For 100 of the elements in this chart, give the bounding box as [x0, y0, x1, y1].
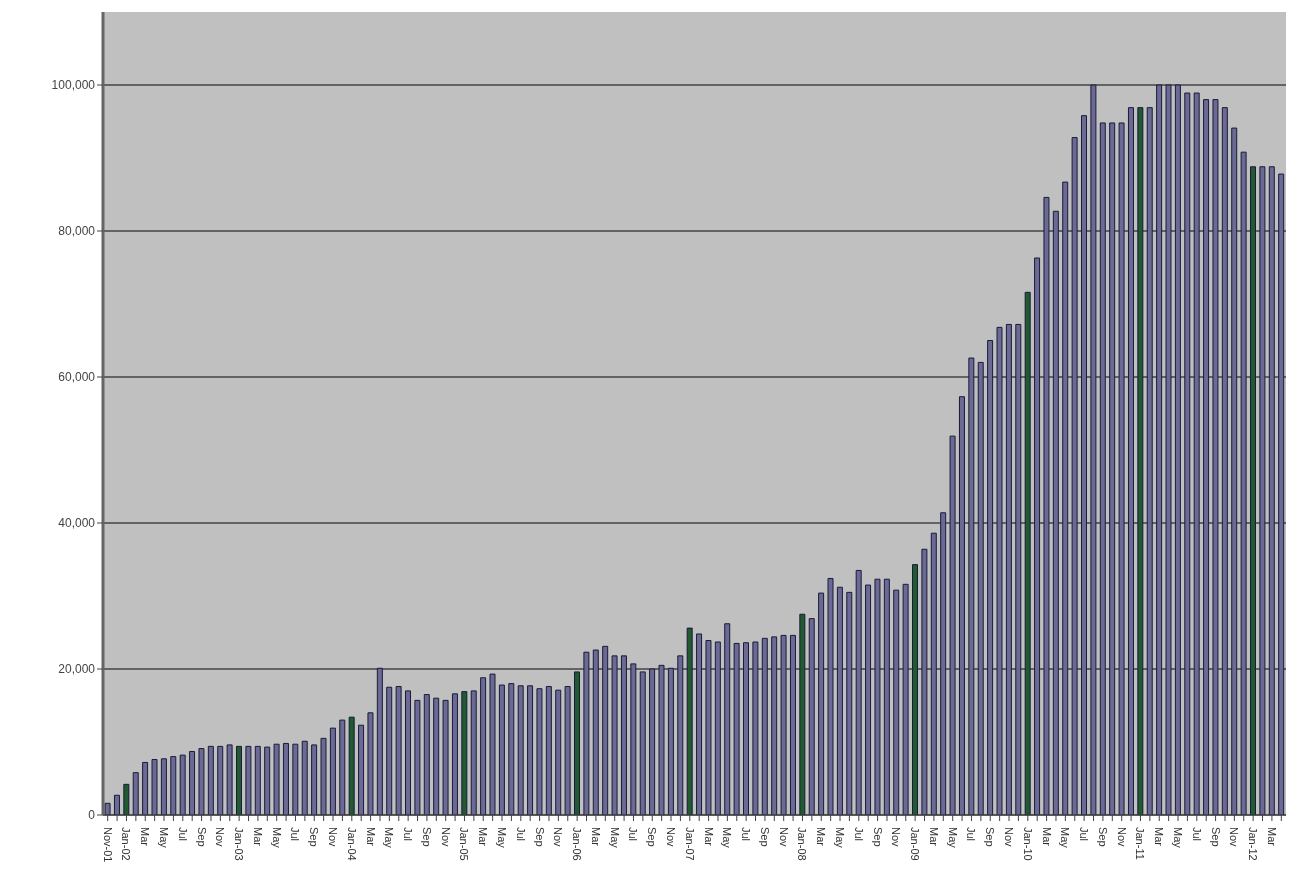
bar	[461, 691, 468, 815]
bar	[1231, 127, 1238, 815]
bar	[1259, 166, 1266, 815]
x-tick-label: Nov	[890, 827, 903, 848]
bar	[1015, 323, 1022, 815]
bar	[517, 685, 524, 815]
bar	[254, 745, 261, 815]
bar	[386, 686, 393, 815]
bar	[1071, 137, 1078, 815]
x-tick-label: Mar	[702, 827, 715, 847]
bar	[714, 641, 721, 815]
bar	[1099, 122, 1106, 815]
x-tick-label: Jul	[1190, 827, 1203, 842]
x-tick-label: Jan-07	[683, 827, 696, 861]
bar	[480, 677, 487, 815]
bar	[405, 690, 412, 815]
bar	[1184, 92, 1191, 815]
bar	[508, 683, 515, 815]
bar	[123, 783, 130, 815]
bar	[677, 655, 684, 815]
bar	[602, 645, 609, 815]
bar	[1090, 84, 1097, 815]
bar	[498, 684, 505, 815]
x-tick-label: Sep	[533, 827, 546, 847]
bar	[1043, 196, 1050, 815]
bar	[658, 664, 665, 815]
bar	[724, 623, 731, 815]
bar	[132, 772, 139, 815]
bar	[1221, 107, 1228, 815]
bar	[311, 744, 318, 815]
x-tick-label: Mar	[251, 827, 264, 847]
bar	[705, 640, 712, 815]
bar	[1118, 122, 1125, 815]
bar	[1278, 173, 1285, 815]
bar	[808, 618, 815, 815]
bar	[1005, 323, 1012, 815]
bar	[968, 357, 975, 815]
x-tick-label: Sep	[1096, 827, 1109, 847]
bar	[883, 578, 890, 815]
x-tick-label: May	[383, 827, 396, 849]
x-tick-label: Mar	[1040, 827, 1053, 847]
bar	[339, 719, 346, 815]
bar	[1165, 84, 1172, 815]
x-tick-label: Jul	[289, 827, 302, 842]
bar	[217, 745, 224, 815]
x-tick-label: Nov	[777, 827, 790, 848]
y-tick-label: 100,000	[51, 78, 96, 93]
x-tick-label: May	[270, 827, 283, 849]
bar	[226, 744, 233, 815]
bar	[799, 613, 806, 815]
bar	[846, 591, 853, 815]
bar	[583, 651, 590, 815]
bar	[686, 627, 693, 815]
x-tick-label: Jul	[627, 827, 640, 842]
x-tick-label: Nov	[439, 827, 452, 848]
bar	[630, 663, 637, 815]
x-tick-label: Jan-04	[345, 827, 358, 861]
bar	[264, 746, 271, 815]
y-tick-label: 0	[88, 808, 96, 823]
bar	[395, 686, 402, 815]
x-tick-label: Mar	[589, 827, 602, 847]
x-tick-label: Nov	[1228, 827, 1241, 848]
x-tick-label: Jan-12	[1247, 827, 1260, 861]
x-tick-label: Mar	[477, 827, 490, 847]
bar	[921, 548, 928, 815]
bar	[649, 668, 656, 815]
bar	[1240, 151, 1247, 815]
x-tick-label: Nov-01	[101, 827, 114, 863]
bar	[836, 586, 843, 815]
bar	[1268, 166, 1275, 815]
bar	[752, 641, 759, 815]
bar	[696, 633, 703, 815]
bar	[1137, 107, 1144, 815]
x-tick-label: Sep	[871, 827, 884, 847]
x-tick-label: Mar	[815, 827, 828, 847]
bar	[827, 577, 834, 815]
bar	[771, 636, 778, 815]
bar	[987, 340, 994, 815]
bar	[555, 689, 562, 815]
bar	[855, 569, 862, 815]
x-tick-label: Nov	[1003, 827, 1016, 848]
x-tick-label: Mar	[364, 827, 377, 847]
bar	[958, 396, 965, 815]
bar	[245, 745, 252, 815]
x-tick-label: May	[834, 827, 847, 849]
bar	[489, 673, 496, 815]
x-tick-label: May	[1059, 827, 1072, 849]
bar	[170, 756, 177, 815]
bar	[536, 688, 543, 815]
x-tick-label: Mar	[927, 827, 940, 847]
bar	[470, 690, 477, 815]
bar	[1127, 107, 1134, 815]
x-tick-label: Mar	[1265, 827, 1278, 847]
x-tick-label: Sep	[308, 827, 321, 847]
bar	[545, 686, 552, 815]
x-tick-label: May	[496, 827, 509, 849]
x-tick-label: Sep	[420, 827, 433, 847]
bar	[179, 754, 186, 815]
bar	[1193, 92, 1200, 815]
bar	[1024, 291, 1031, 815]
